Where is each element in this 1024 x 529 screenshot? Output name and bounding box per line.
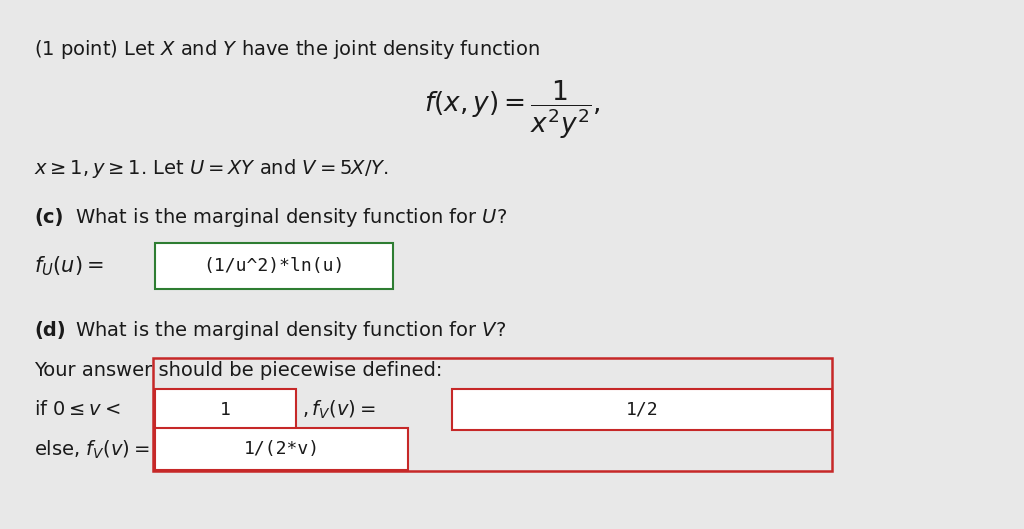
Text: 1: 1 [220,400,230,418]
FancyBboxPatch shape [155,389,296,431]
Text: (d): (d) [34,322,66,341]
Text: 1/2: 1/2 [626,400,658,418]
FancyBboxPatch shape [155,243,393,289]
Text: (1/u^2)*ln(u): (1/u^2)*ln(u) [204,257,345,275]
Text: What is the marginal density function for $V$?: What is the marginal density function fo… [69,320,506,342]
Text: Your answer should be piecewise defined:: Your answer should be piecewise defined: [34,361,442,380]
Text: (c): (c) [34,208,63,227]
Text: $x \geq 1, y \geq 1$. Let $U = XY$ and $V = 5X/Y$.: $x \geq 1, y \geq 1$. Let $U = XY$ and $… [34,157,389,180]
FancyBboxPatch shape [155,428,408,470]
Text: if $0 \leq v < $: if $0 \leq v < $ [34,400,121,419]
Text: $f(x, y) = \dfrac{1}{x^2y^2},$: $f(x, y) = \dfrac{1}{x^2y^2},$ [424,78,600,141]
Text: $, f_V(v) =$: $, f_V(v) =$ [302,398,376,421]
Text: What is the marginal density function for $U$?: What is the marginal density function fo… [69,206,507,229]
Text: $f_U(u) =$: $f_U(u) =$ [34,254,103,278]
FancyBboxPatch shape [453,389,833,431]
Text: else, $f_V(v) =$: else, $f_V(v) =$ [34,439,150,461]
Text: 1/(2*v): 1/(2*v) [244,440,319,458]
Text: (1 point) Let $X$ and $Y$ have the joint density function: (1 point) Let $X$ and $Y$ have the joint… [34,38,540,61]
